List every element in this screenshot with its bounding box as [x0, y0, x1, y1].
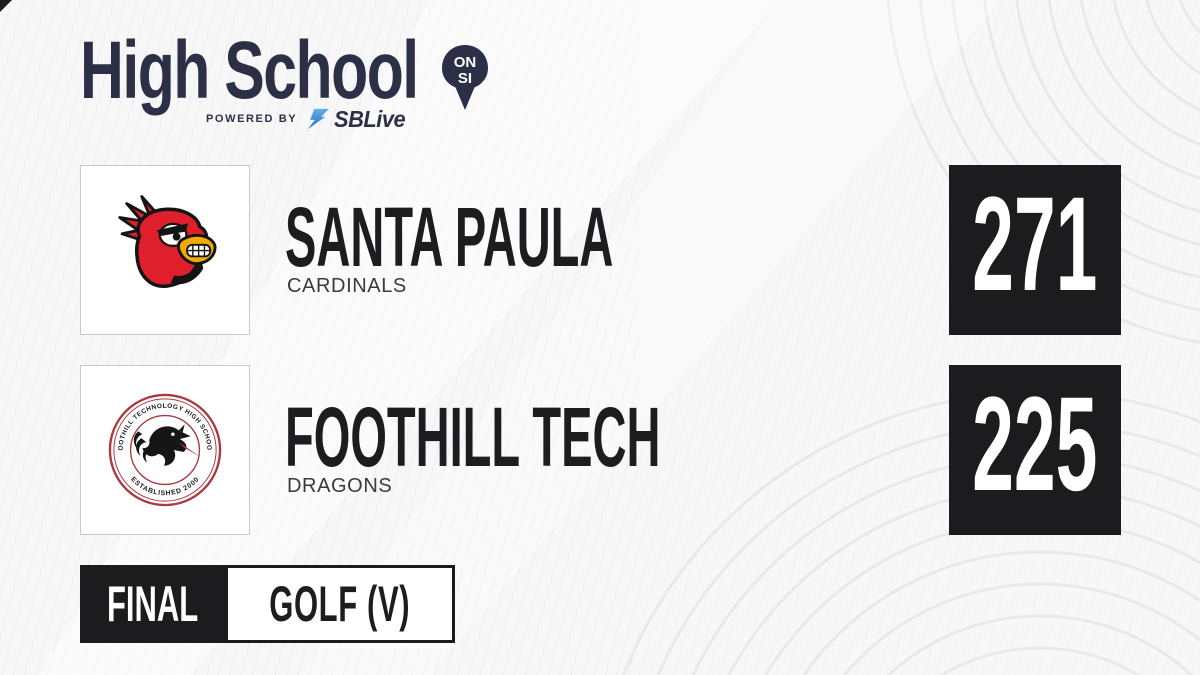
- score-badge: 271: [949, 165, 1121, 335]
- team-row: FOOTHILL TECHNOLOGY HIGH SCHOOL ESTABLIS…: [0, 365, 1200, 535]
- pin-line-1: ON: [454, 54, 477, 71]
- sblive-bolt-icon: [308, 108, 330, 130]
- dragon-seal-icon: FOOTHILL TECHNOLOGY HIGH SCHOOL ESTABLIS…: [106, 391, 222, 507]
- powered-by-row: POWERED BY SBLive: [206, 106, 409, 132]
- team-mascot: DRAGONS: [287, 475, 393, 497]
- team-logo-box: FOOTHILL TECHNOLOGY HIGH SCHOOL ESTABLIS…: [80, 365, 250, 535]
- team-mascot: CARDINALS: [287, 275, 407, 297]
- powered-by-label: POWERED BY: [206, 113, 298, 125]
- team-logo-box: [80, 165, 250, 335]
- score-value: 271: [972, 170, 1098, 319]
- score-value: 225: [972, 370, 1098, 519]
- team-name: SANTA PAULA: [285, 190, 614, 284]
- cardinal-head-icon: [118, 195, 217, 288]
- corner-accent: [0, 0, 12, 12]
- sblive-logo: SBLive: [306, 106, 409, 133]
- status-badge-final: FINAL: [80, 565, 225, 643]
- pin-line-2: SI: [458, 70, 472, 87]
- sblive-wordmark: SBLive: [334, 105, 406, 132]
- team-name: FOOTHILL TECH: [285, 390, 661, 484]
- event-label: GOLF (V): [269, 576, 411, 632]
- status-label: FINAL: [106, 576, 199, 632]
- team-row: SANTA PAULA CARDINALS 271: [0, 165, 1200, 335]
- on-si-pin-icon: ON SI: [440, 44, 490, 112]
- high-school-logo: High School: [80, 25, 419, 116]
- event-badge: GOLF (V): [225, 565, 455, 643]
- status-row: FINAL GOLF (V): [80, 565, 455, 643]
- score-badge: 225: [949, 365, 1121, 535]
